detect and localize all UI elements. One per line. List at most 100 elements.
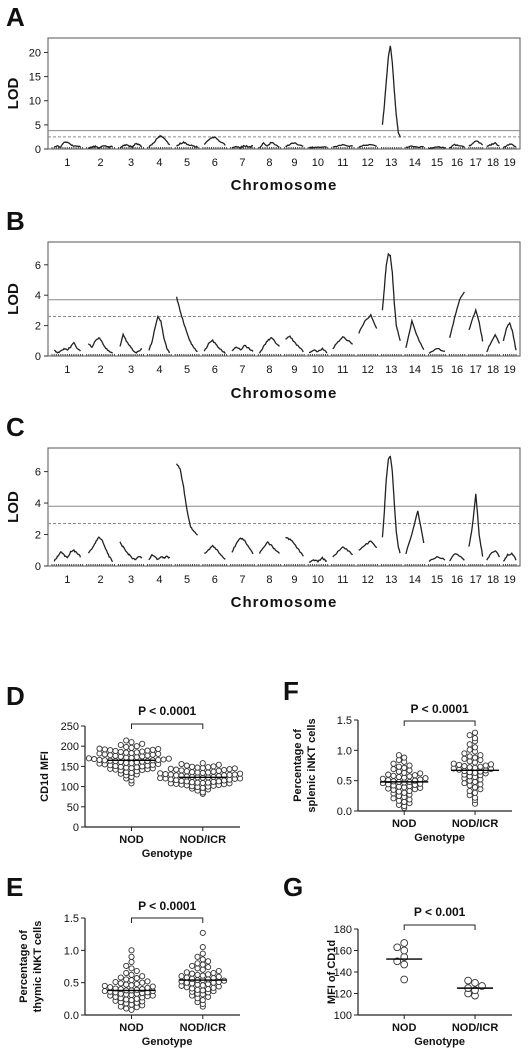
data-point [123, 962, 130, 969]
lod-profile-chr-17 [468, 493, 484, 557]
x-tick-label: 4 [156, 157, 162, 169]
y-axis-label: LOD [5, 283, 22, 315]
x-tick-label: 18 [487, 364, 499, 376]
panel-letter: E [6, 872, 23, 902]
data-point [189, 985, 196, 992]
data-point [96, 756, 103, 763]
data-point [194, 965, 201, 972]
x-tick-label: 14 [409, 157, 421, 169]
x-tick-label: 12 [362, 157, 374, 169]
data-point [173, 766, 180, 773]
data-point [183, 979, 190, 986]
data-point [205, 958, 212, 965]
data-point [139, 973, 146, 980]
data-point [123, 737, 130, 744]
x-tick-label: 8 [266, 157, 272, 169]
data-point [395, 773, 402, 781]
data-point [215, 778, 222, 785]
lod-profile-chr-10 [308, 146, 327, 149]
y-tick-label: 4 [35, 290, 41, 302]
data-point [395, 763, 402, 770]
data-point [128, 977, 135, 984]
data-point [128, 744, 135, 751]
y-axis-label: LOD [5, 491, 22, 523]
lod-profile-chr-4 [148, 314, 170, 354]
data-point [133, 980, 140, 988]
x-axis-label: Chromosome [231, 177, 338, 194]
x-tick-label: 19 [504, 574, 516, 586]
data-point [406, 796, 413, 803]
data-point [155, 756, 162, 763]
x-tick-label: 1 [64, 364, 70, 376]
data-point [400, 975, 409, 984]
data-point [401, 764, 408, 771]
lod-profile-chr-9 [285, 142, 304, 147]
data-point [210, 763, 217, 770]
data-point [178, 767, 185, 774]
data-point [395, 752, 402, 759]
y-axis-label: LOD [5, 78, 22, 110]
data-point [199, 760, 206, 767]
data-point [123, 1005, 130, 1012]
panel-letter: A [6, 2, 25, 32]
dotplot-panel-d: D 0 50 100 150 200 250 CD1d MFI NOD NOD/ICR Genoty… [6, 681, 244, 860]
data-point [471, 789, 479, 796]
x-tick-label: 9 [291, 157, 297, 169]
data-point [401, 798, 408, 805]
data-point [183, 969, 190, 976]
data-point [199, 966, 206, 973]
data-point [128, 739, 135, 746]
data-point [199, 982, 206, 989]
x-tick-label: 8 [266, 364, 272, 376]
data-point [400, 939, 409, 947]
lod-profile-chr-15 [428, 347, 445, 354]
data-point [85, 755, 92, 762]
x-tick-label: 10 [312, 157, 324, 169]
data-point [128, 982, 135, 989]
data-point [466, 741, 473, 748]
lod-profile-chr-15 [428, 555, 446, 562]
data-point [189, 779, 196, 786]
panel-letter: F [283, 676, 299, 706]
y-tick-label: 50 [67, 802, 79, 814]
x-tick-label: 5 [184, 157, 190, 169]
data-point [133, 995, 140, 1002]
x-tick-label: 7 [239, 364, 245, 376]
lod-profile-chr-19 [502, 321, 517, 351]
data-point [194, 960, 201, 967]
x-axis-label: Chromosome [231, 594, 338, 611]
x-tick-label: 19 [504, 364, 516, 376]
y-axis-label: splenic iNKT cells [306, 718, 318, 812]
dotplot-panel-g: G 100 120 140 160 180 MFI of CD1d NOD NOD/ICR Gen… [283, 872, 512, 1048]
data-point [395, 768, 402, 775]
significance-bracket [131, 723, 204, 729]
data-point [471, 778, 479, 785]
lod-profile-chr-6 [204, 544, 226, 560]
data-point [112, 978, 119, 986]
data-point [393, 943, 402, 952]
x-axis-label: Genotype [414, 832, 465, 844]
x-tick-label: 3 [128, 364, 134, 376]
data-point [155, 745, 162, 753]
lod-profile-chr-17 [468, 140, 484, 147]
y-tick-label: 5 [35, 120, 41, 132]
x-axis-label: Genotype [142, 848, 193, 860]
y-tick-label: 10 [29, 96, 41, 108]
data-point [123, 749, 130, 756]
data-point [128, 760, 135, 767]
x-category-label: NOD/ICR [180, 1022, 227, 1034]
x-tick-label: 11 [337, 157, 348, 169]
data-point [139, 740, 146, 747]
data-point [189, 970, 196, 977]
significance-bracket [403, 720, 476, 726]
panel-letter: C [6, 412, 25, 442]
x-axis-label: Genotype [142, 1036, 193, 1048]
data-point [194, 986, 201, 993]
data-point [390, 760, 397, 767]
lod-profile-chr-6 [203, 136, 226, 146]
lod-profile-chr-2 [87, 336, 114, 354]
x-tick-label: 19 [504, 157, 516, 169]
data-point [406, 767, 413, 774]
data-point [471, 784, 479, 791]
